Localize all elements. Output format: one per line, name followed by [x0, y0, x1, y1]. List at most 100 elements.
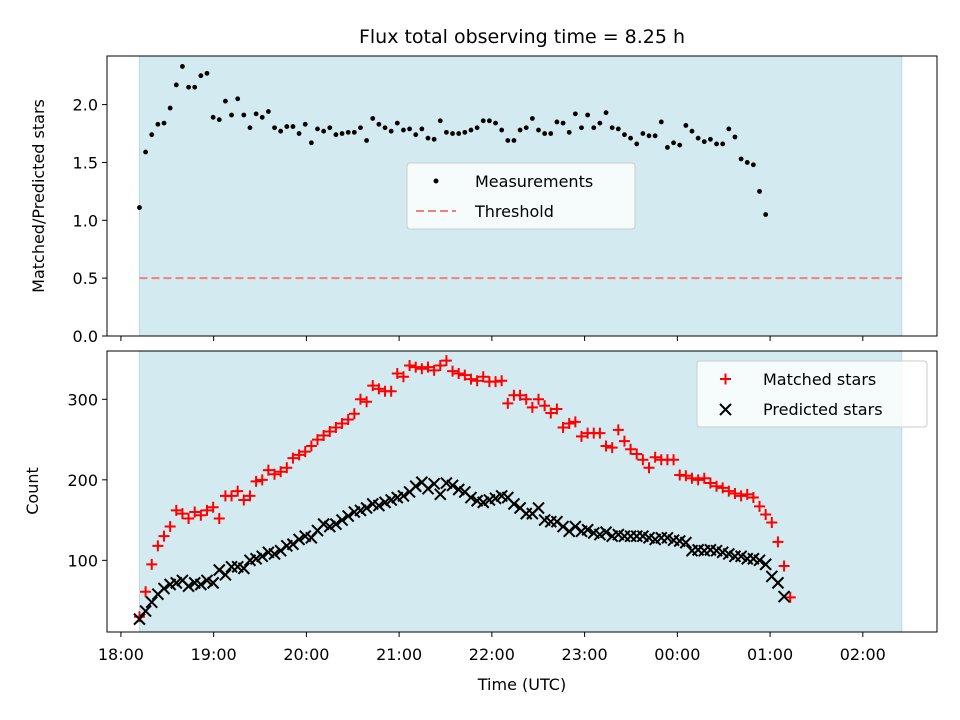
measurement-point [345, 129, 351, 135]
measurement-point [597, 120, 603, 126]
matched-star-point [305, 440, 317, 452]
bottom-panel-legend: Matched stars Predicted stars [696, 360, 928, 428]
matched-star-point [397, 371, 409, 383]
matched-star-point [385, 385, 397, 397]
matched-star-point [262, 464, 274, 476]
legend-matched-marker [720, 373, 731, 385]
matched-star-point [649, 451, 661, 463]
matched-star-point [766, 516, 778, 528]
matched-star-point [606, 442, 618, 454]
matched-star-point [643, 462, 655, 474]
predicted-star-point [292, 533, 306, 546]
matched-star-point [729, 488, 741, 500]
predicted-star-point [507, 497, 521, 511]
x-tick-label: 22:00 [469, 645, 515, 664]
matched-star-point [330, 421, 342, 433]
measurement-point [327, 125, 333, 131]
matched-star-point [354, 393, 366, 405]
legend-threshold-label: Threshold [474, 202, 554, 221]
measurement-point [529, 116, 535, 121]
measurement-point [161, 120, 167, 126]
measurement-point [272, 125, 277, 131]
top-panel-frame [106, 55, 938, 337]
x-tick-label: 02:00 [840, 645, 886, 664]
matched-star-point [625, 443, 637, 455]
predicted-star-point [329, 517, 343, 531]
matched-star-point [631, 448, 643, 460]
measurement-point [376, 121, 382, 127]
measurement-point [750, 162, 756, 168]
measurement-point [566, 129, 572, 135]
y-tick-label: 2.0 [73, 96, 98, 115]
measurement-point [149, 132, 155, 138]
predicted-star-point [434, 488, 447, 501]
matched-star-point [367, 380, 379, 392]
measurement-point [480, 118, 486, 124]
predicted-star-point [759, 558, 772, 571]
chart-title: Flux total observing time = 8.25 h [359, 26, 685, 48]
measurement-point [456, 131, 462, 136]
matched-star-point [526, 401, 538, 413]
top-panel-ticks: 0.0 0.5 1.0 1.5 2.0 [73, 96, 864, 346]
matched-star-point [244, 490, 256, 502]
matched-star-point [569, 416, 581, 428]
measurement-point [554, 119, 560, 125]
predicted-star-point [372, 499, 386, 512]
measurement-point [726, 126, 732, 132]
matched-star-point [760, 508, 772, 520]
matched-star-point [502, 397, 514, 409]
measurement-point [517, 127, 523, 133]
measurement-point [388, 128, 394, 134]
measurement-point [265, 109, 271, 114]
measurement-point [223, 98, 228, 104]
measurement-point [253, 111, 259, 117]
matched-star-point [612, 424, 624, 436]
measurement-point [333, 132, 339, 138]
measurement-point [542, 131, 548, 136]
predicted-star-point [532, 501, 545, 515]
measurement-point [364, 138, 370, 143]
measurement-point [474, 125, 480, 131]
measurement-point [505, 138, 511, 143]
measurement-point [585, 112, 591, 118]
measurement-point [284, 124, 290, 129]
top-panel-marks [137, 64, 769, 217]
measurement-point [468, 127, 474, 133]
predicted-star-point [335, 513, 349, 527]
matched-star-point [299, 446, 311, 458]
predicted-star-point [268, 547, 281, 561]
measurement-point [229, 112, 234, 118]
matched-star-point [723, 485, 735, 497]
measurement-point [431, 136, 437, 142]
matched-star-point [256, 474, 268, 486]
measurement-point [407, 126, 412, 132]
matched-star-point [422, 361, 434, 373]
matched-star-point [668, 454, 680, 466]
measurement-point [370, 116, 376, 121]
matched-star-point [164, 521, 176, 533]
measurement-point [523, 125, 529, 131]
measurement-point [677, 142, 683, 148]
measurement-point [137, 205, 142, 210]
measurement-point [216, 117, 222, 123]
matched-star-point [428, 364, 440, 376]
matched-star-point [520, 393, 532, 405]
predicted-star-point [145, 596, 158, 609]
matched-star-point [717, 482, 729, 494]
predicted-star-point [777, 590, 791, 603]
measurement-point [646, 133, 652, 139]
measurement-point [180, 64, 185, 69]
measurement-point [437, 118, 443, 124]
y-tick-label: 300 [67, 390, 98, 409]
measurement-point [198, 73, 204, 79]
measurement-point [425, 135, 431, 141]
measurement-point [394, 120, 400, 126]
measurement-point [738, 156, 744, 162]
measurement-point [296, 131, 302, 136]
y-tick-label: 1.5 [73, 153, 98, 172]
legend-predicted-label: Predicted stars [763, 400, 883, 419]
matched-star-point [778, 560, 790, 572]
x-axis-label: Time (UTC) [477, 675, 566, 694]
matched-star-point [416, 363, 428, 375]
